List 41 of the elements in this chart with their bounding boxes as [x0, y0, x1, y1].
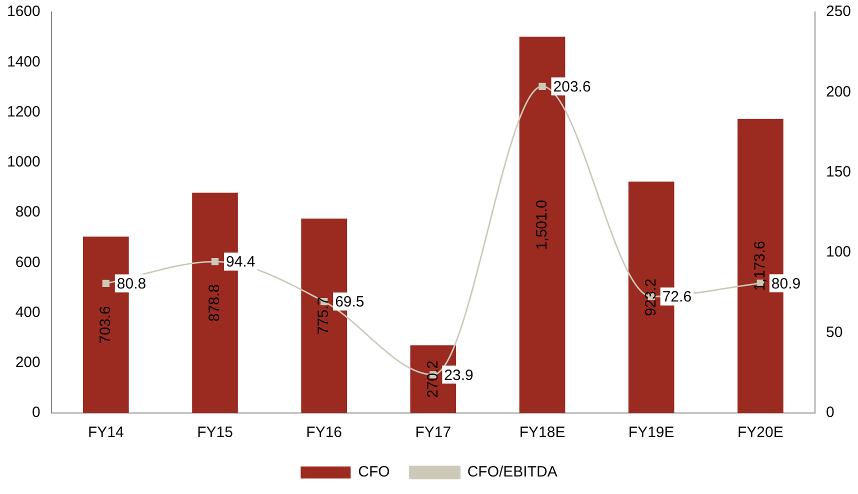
data-label: 94.4	[226, 254, 256, 271]
data-label: 923.2	[642, 278, 660, 316]
x-tick-label: FY16	[306, 424, 342, 442]
y-tick-label: 600	[15, 254, 40, 271]
data-label: 72.6	[662, 288, 692, 306]
data-label: 1,173.6	[752, 240, 769, 291]
legend-label: CFO	[358, 464, 390, 481]
point	[538, 82, 546, 90]
data-label: 270.2	[424, 360, 442, 398]
data-label: 878.8	[206, 284, 224, 322]
data-label: 80.9	[771, 275, 801, 292]
y2-tick-label: 250	[826, 3, 852, 20]
point	[211, 258, 219, 266]
y-tick-label: 1400	[6, 53, 40, 70]
x-tick-label: FY18E	[519, 424, 566, 442]
x-tick-label: FY15	[197, 424, 233, 442]
y2-tick-label: 150	[826, 164, 852, 181]
y-tick-label: 1000	[6, 154, 40, 171]
y2-tick-label: 50	[826, 324, 843, 341]
y2-tick-label: 200	[826, 83, 852, 100]
x-tick-label: FY20E	[738, 424, 784, 442]
y2-tick-label: 100	[826, 244, 852, 261]
data-label: 23.9	[444, 366, 474, 384]
data-label: 69.5	[335, 294, 364, 311]
legend-label: CFO/EBITDA	[467, 464, 558, 481]
data-label: 775.7	[315, 297, 332, 335]
data-label: 203.6	[553, 78, 591, 96]
y-tick-label: 1200	[6, 103, 40, 120]
y-tick-label: 0	[32, 404, 40, 422]
y-tick-label: 1600	[6, 3, 40, 20]
data-label: 703.6	[97, 306, 114, 344]
point	[102, 280, 110, 287]
y-tick-label: 400	[15, 304, 40, 321]
x-tick-label: FY14	[88, 424, 124, 442]
y-tick-label: 200	[15, 354, 40, 372]
y2-tick-label: 0	[826, 404, 834, 422]
data-label: 1,501.0	[533, 200, 550, 250]
x-tick-label: FY17	[415, 424, 452, 442]
x-tick-label: FY19E	[628, 424, 674, 442]
data-label: 80.8	[116, 276, 146, 293]
y-tick-label: 800	[15, 204, 40, 221]
